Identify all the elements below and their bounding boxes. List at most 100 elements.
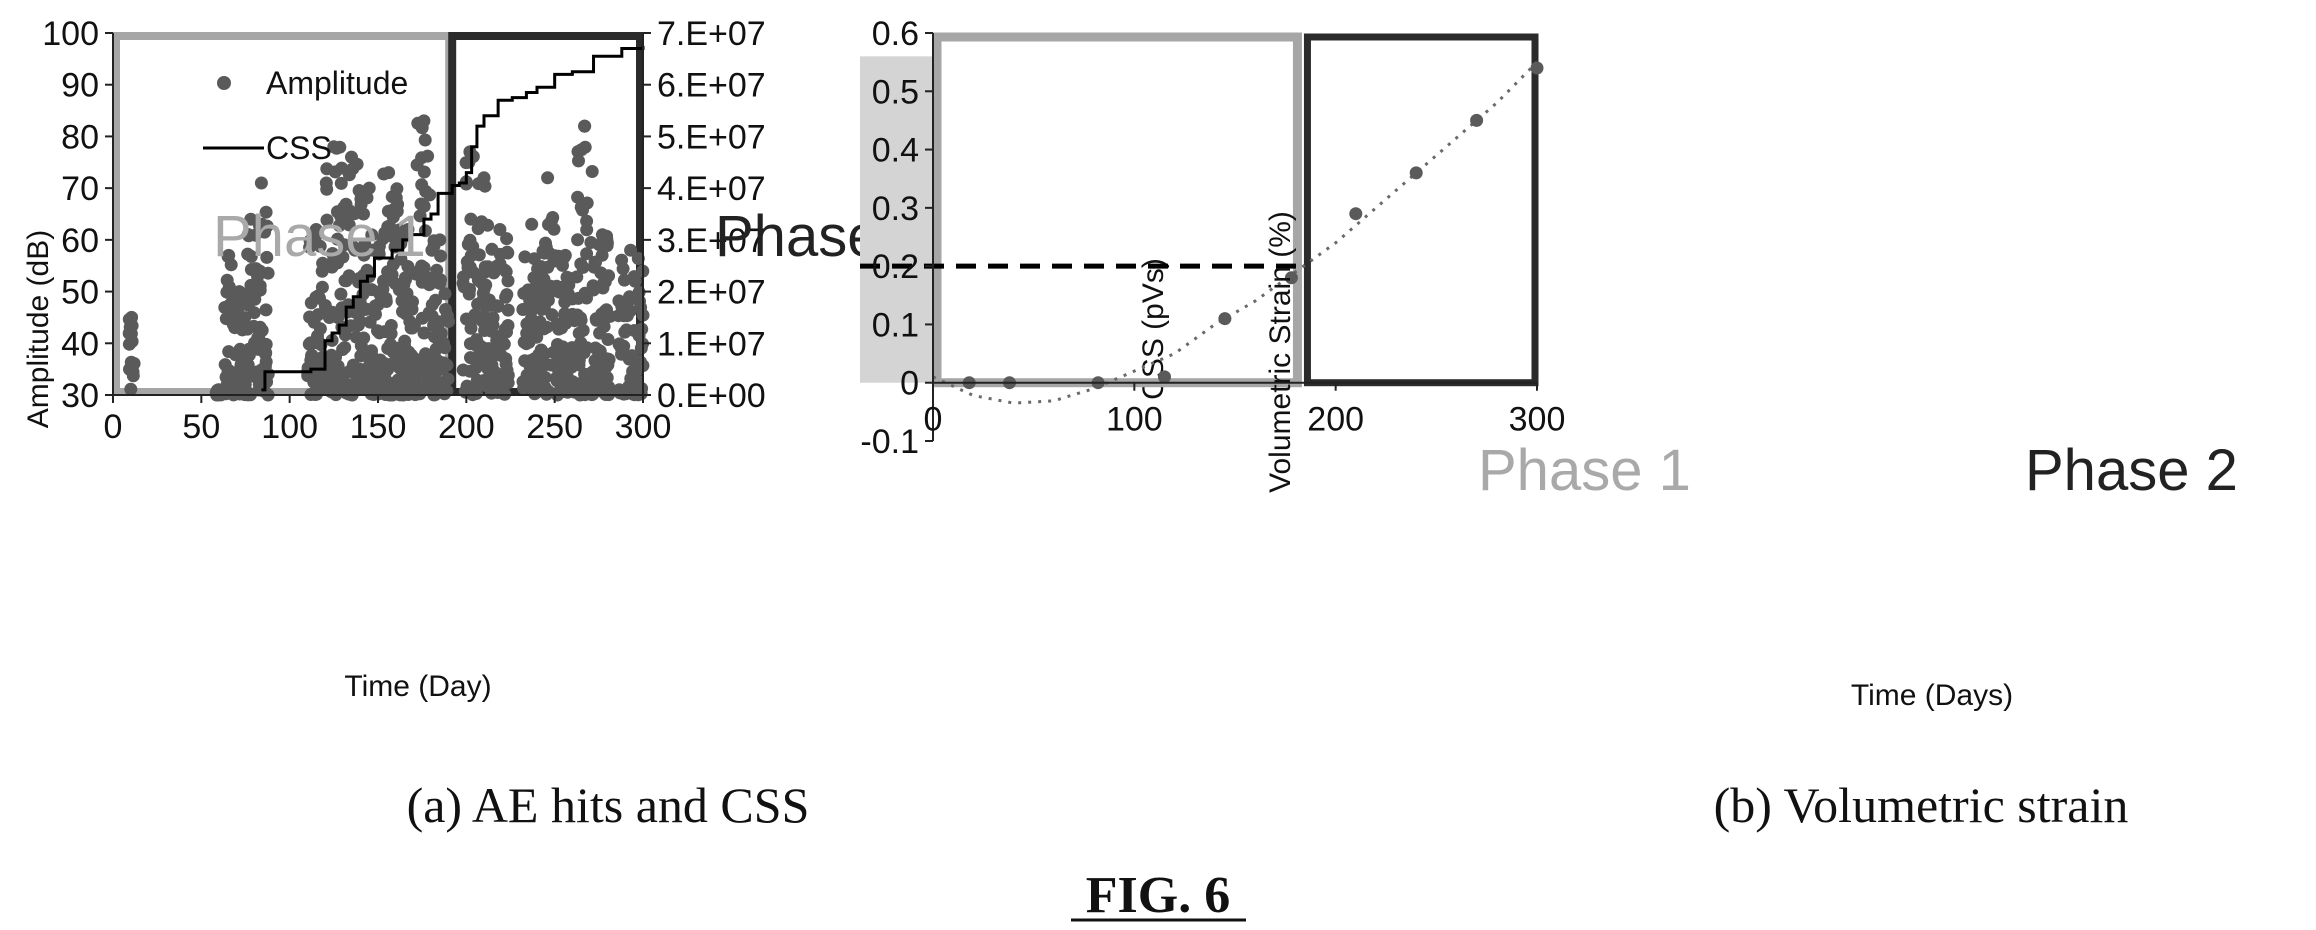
amplitude-point [570, 308, 584, 322]
amplitude-point [595, 228, 609, 242]
y-tick-label-b: 0 [900, 365, 919, 403]
amplitude-point [597, 320, 611, 333]
amplitude-point [373, 353, 387, 367]
y2-tick-label-a: 3.E+07 [657, 222, 766, 260]
y-tick-label-a: 50 [61, 274, 99, 312]
amplitude-point [360, 263, 374, 277]
amplitude-point [464, 212, 478, 226]
amplitude-point [343, 364, 356, 378]
x-axis-label-a: Time (Day) [344, 670, 491, 703]
amplitude-point [222, 248, 236, 262]
amplitude-point [486, 319, 500, 332]
amplitude-point [612, 294, 626, 308]
amplitude-point [464, 321, 478, 335]
amplitude-point [589, 370, 603, 384]
amplitude-point [624, 243, 638, 257]
y-axis-label-b: Volumetric Strain (%) [1264, 211, 1297, 493]
amplitude-point [401, 223, 415, 236]
amplitude-point [411, 355, 425, 369]
amplitude-point [525, 217, 539, 231]
amplitude-point [331, 365, 345, 379]
y-tick-label-b: 0.4 [872, 132, 919, 170]
y-tick-label-a: 100 [42, 15, 99, 53]
amplitude-point [413, 387, 427, 401]
amplitude-point [472, 248, 486, 262]
amplitude-point [124, 382, 138, 396]
amplitude-point [525, 303, 539, 317]
amplitude-point [570, 270, 584, 284]
amplitude-point [309, 223, 323, 236]
figure-label: FIG. 6 [1086, 867, 1230, 924]
amplitude-point [218, 301, 232, 314]
amplitude-point [571, 233, 585, 247]
x-tick-label-b: 100 [1106, 401, 1163, 439]
amplitude-point [600, 239, 614, 253]
amplitude-point [456, 363, 470, 377]
amplitude-point [634, 355, 648, 369]
amplitude-point [518, 354, 532, 368]
y-tick-label-b: 0.5 [872, 73, 919, 111]
amplitude-point [428, 372, 442, 386]
phase-1-label-b: Phase 1 [1478, 438, 1691, 503]
amplitude-point [421, 149, 435, 163]
x-tick-label-b: 0 [924, 401, 943, 439]
x-tick-label-a: 50 [182, 408, 220, 446]
amplitude-point [415, 178, 429, 192]
amplitude-point [231, 297, 245, 311]
amplitude-point [336, 250, 350, 264]
amplitude-point [628, 274, 642, 288]
amplitude-point [440, 358, 454, 372]
amplitude-point [303, 234, 317, 248]
amplitude-point [354, 244, 368, 258]
amplitude-point [353, 314, 367, 328]
legend-amplitude-marker [217, 76, 231, 90]
amplitude-point [500, 371, 514, 385]
amplitude-point [588, 354, 602, 368]
amplitude-point [427, 330, 441, 344]
amplitude-point [382, 166, 396, 180]
amplitude-point [385, 190, 399, 204]
amplitude-point [623, 290, 636, 304]
amplitude-point [558, 248, 572, 262]
amplitude-point [595, 307, 609, 321]
css-step-line [261, 45, 645, 392]
amplitude-point [588, 341, 602, 355]
amplitude-point [572, 377, 586, 391]
amplitude-point [311, 329, 324, 343]
y-tick-label-a: 90 [61, 67, 99, 105]
amplitude-point [578, 119, 592, 133]
amplitude-point [429, 342, 443, 356]
amplitude-point [580, 247, 594, 261]
y2-tick-label-a: 0.E+00 [657, 377, 766, 415]
amplitude-point [356, 287, 370, 301]
amplitude-point [319, 176, 333, 190]
amplitude-point [415, 368, 429, 382]
amplitude-point [456, 276, 470, 290]
amplitude-point [500, 245, 514, 259]
amplitude-point [417, 261, 431, 275]
amplitude-point [360, 191, 374, 205]
amplitude-point [556, 353, 570, 367]
amplitude-point [538, 281, 552, 295]
amplitude-point [379, 295, 393, 308]
amplitude-point [535, 357, 548, 371]
amplitude-point [218, 358, 232, 372]
amplitude-point [425, 309, 439, 323]
amplitude-point [471, 297, 485, 311]
amplitude-point [122, 337, 136, 351]
amplitude-point [476, 341, 490, 354]
amplitude-point [477, 171, 491, 185]
amplitude-point [372, 378, 386, 392]
phase-1-label-a: Phase 1 [213, 204, 426, 269]
amplitude-point [429, 357, 443, 371]
amplitude-point [580, 196, 594, 210]
amplitude-point [250, 365, 264, 379]
amplitude-point [302, 337, 316, 351]
amplitude-point [354, 339, 368, 353]
amplitude-point [490, 259, 503, 273]
amplitude-point [259, 303, 273, 317]
y2-tick-label-a: 5.E+07 [657, 118, 766, 156]
amplitude-point [571, 190, 585, 204]
amplitude-point [327, 140, 341, 154]
